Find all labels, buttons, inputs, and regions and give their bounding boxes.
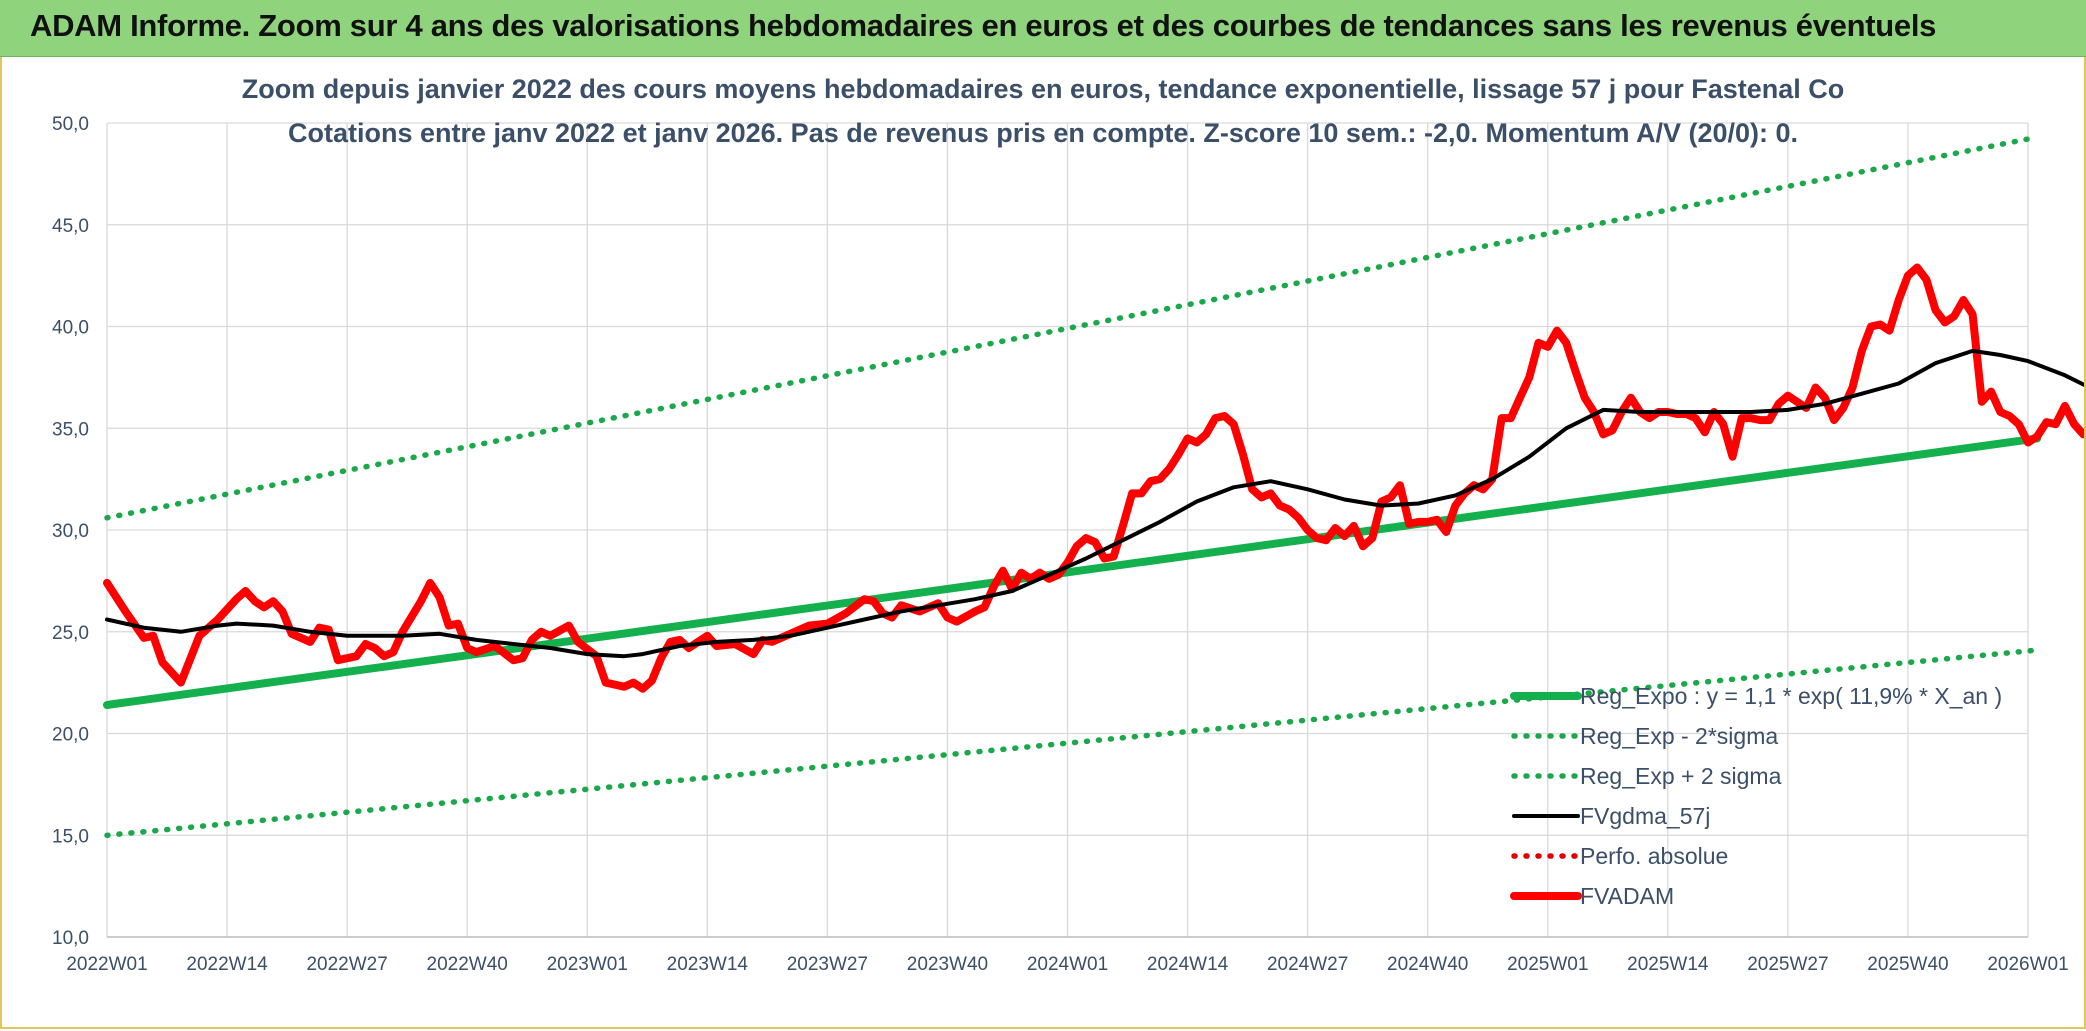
chart-subtitle: Cotations entre janv 2022 et janv 2026. … xyxy=(288,118,1798,148)
x-tick-label: 2023W27 xyxy=(787,954,868,975)
y-tick-label: 25,0 xyxy=(52,623,89,644)
series-line-3 xyxy=(105,348,2084,659)
grid-layer xyxy=(106,122,2029,938)
series-line-2 xyxy=(104,134,2040,521)
x-tick-label: 2023W01 xyxy=(547,954,628,975)
chart-svg: Zoom depuis janvier 2022 des cours moyen… xyxy=(52,74,2084,975)
chart-title: Zoom depuis janvier 2022 des cours moyen… xyxy=(242,74,1845,104)
legend-label: Reg_Exp - 2*sigma xyxy=(1580,723,1778,749)
legend-label: Perfo. absolue xyxy=(1580,843,1728,869)
tick-layer: 10,0 15,0 20,0 25,0 30,0 35,0 40,0 45,0 50,0 2022… xyxy=(52,114,2069,975)
legend-label: Reg_Expo : y = 1,1 * exp( 11,9% * X_an ) xyxy=(1580,683,2002,709)
banner-title: ADAM Informe. Zoom sur 4 ans des valoris… xyxy=(30,8,1937,43)
x-tick-label: 2022W40 xyxy=(427,954,508,975)
x-tick-label: 2024W27 xyxy=(1267,954,1348,975)
series-layer xyxy=(103,134,2084,839)
chart-legend: Reg_Expo : y = 1,1 * exp( 11,9% * X_an )… xyxy=(1510,683,2002,909)
x-tick-label: 2023W14 xyxy=(667,954,749,975)
y-tick-label: 15,0 xyxy=(52,826,89,847)
x-tick-label: 2025W27 xyxy=(1747,954,1828,975)
y-tick-label: 10,0 xyxy=(52,928,89,949)
x-tick-label: 2023W40 xyxy=(907,954,988,975)
x-tick-label: 2022W14 xyxy=(186,954,268,975)
x-tick-label: 2022W01 xyxy=(66,954,147,975)
y-tick-label: 50,0 xyxy=(52,114,89,135)
series-line-1 xyxy=(104,647,2040,839)
x-tick-label: 2024W14 xyxy=(1147,954,1229,975)
y-tick-label: 20,0 xyxy=(52,725,89,746)
y-tick-label: 40,0 xyxy=(52,318,89,339)
x-tick-label: 2022W27 xyxy=(306,954,387,975)
chart-frame: Zoom depuis janvier 2022 des cours moyen… xyxy=(0,57,2086,1029)
title-banner: ADAM Informe. Zoom sur 4 ans des valoris… xyxy=(0,0,2086,58)
legend-label: Reg_Exp + 2 sigma xyxy=(1580,763,1782,789)
series-line-5 xyxy=(103,263,2084,693)
series-line-0 xyxy=(103,434,2042,709)
y-tick-label: 35,0 xyxy=(52,419,89,440)
legend-label: FVADAM xyxy=(1580,883,1674,909)
x-tick-label: 2024W40 xyxy=(1387,954,1468,975)
y-tick-label: 45,0 xyxy=(52,216,89,237)
x-tick-label: 2025W01 xyxy=(1507,954,1588,975)
x-tick-label: 2025W40 xyxy=(1867,954,1948,975)
x-tick-label: 2025W14 xyxy=(1627,954,1709,975)
legend-label: FVgdma_57j xyxy=(1580,803,1710,829)
x-tick-label: 2026W01 xyxy=(1987,954,2068,975)
y-tick-label: 30,0 xyxy=(52,521,89,542)
x-tick-label: 2024W01 xyxy=(1027,954,1108,975)
